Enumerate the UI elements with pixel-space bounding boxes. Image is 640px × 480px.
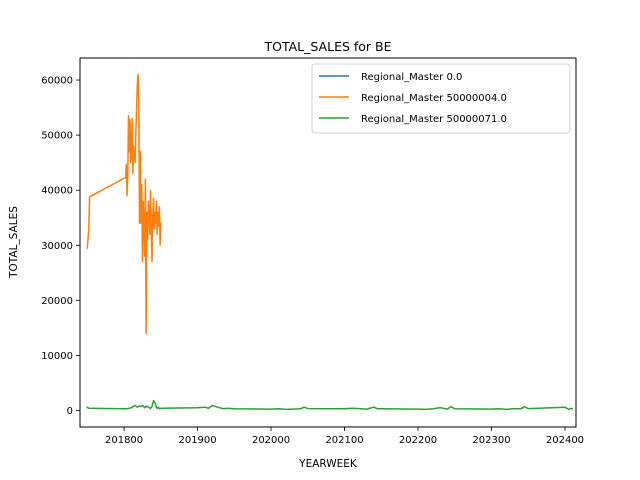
y-tick-label: 0 <box>67 406 73 417</box>
legend-label: Regional_Master 0.0 <box>361 72 462 83</box>
legend-box <box>311 63 571 134</box>
y-axis-ticks: 0 10000 20000 30000 40000 50000 60000 <box>41 76 80 417</box>
series-line-2 <box>86 399 574 411</box>
legend-label: Regional_Master 50000071.0 <box>361 114 507 125</box>
plot-frame <box>79 57 577 428</box>
legend-items: Regional_Master 0.0 Regional_Master 50000… <box>319 72 507 125</box>
x-tick-label: 202200 <box>399 435 437 446</box>
y-tick-label: 20000 <box>41 296 73 307</box>
x-tick-label: 202000 <box>252 435 290 446</box>
x-tick-label: 202400 <box>546 435 584 446</box>
y-tick-label: 30000 <box>41 241 73 252</box>
x-tick-label: 202100 <box>325 435 363 446</box>
series-line-1 <box>86 73 162 335</box>
chart-title: TOTAL_SALES for BE <box>263 39 391 54</box>
y-tick-label: 10000 <box>41 351 73 362</box>
y-tick-label: 60000 <box>41 76 73 87</box>
x-tick-label: 201900 <box>178 435 216 446</box>
legend-label: Regional_Master 50000004.0 <box>361 93 507 104</box>
y-axis-label: TOTAL_SALES <box>8 206 20 279</box>
x-axis-ticks: 201800 201900 202000 202100 202200 202300 2024… <box>105 427 584 446</box>
x-axis-label: YEARWEEK <box>298 458 358 470</box>
series-lines <box>86 73 574 411</box>
x-tick-label: 201800 <box>105 435 143 446</box>
y-tick-label: 40000 <box>41 186 73 197</box>
legend: Regional_Master 0.0 Regional_Master 50000… <box>311 63 571 134</box>
x-tick-label: 202300 <box>472 435 510 446</box>
y-tick-label: 50000 <box>41 131 73 142</box>
